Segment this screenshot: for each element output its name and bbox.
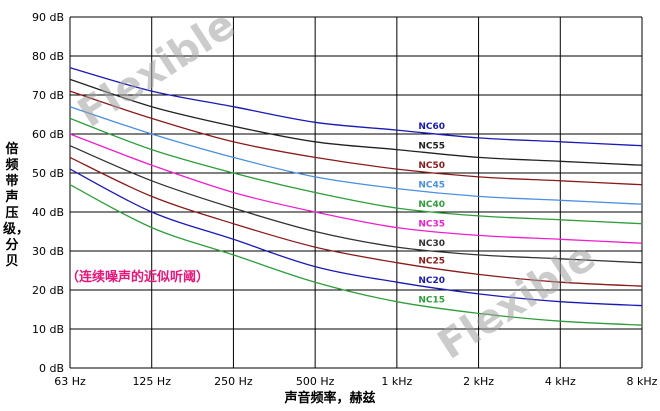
series-line-nc25 bbox=[69, 156, 643, 287]
y-tick-label: 20 dB bbox=[32, 284, 64, 297]
series-label-nc35: NC35 bbox=[418, 220, 445, 230]
series-label-nc30: NC30 bbox=[418, 239, 445, 249]
series-line-nc50 bbox=[69, 90, 643, 186]
y-tick-label: 50 dB bbox=[32, 167, 64, 180]
y-tick-label: 60 dB bbox=[32, 128, 64, 141]
x-tick-label: 2 kHz bbox=[463, 375, 494, 388]
x-tick-label: 8 kHz bbox=[627, 375, 658, 388]
x-tick-label: 500 Hz bbox=[296, 375, 335, 388]
series-label-nc55: NC55 bbox=[418, 142, 445, 152]
y-tick-label: 70 dB bbox=[32, 89, 64, 102]
series-line-nc45 bbox=[69, 106, 643, 205]
series-label-nc60: NC60 bbox=[418, 122, 445, 132]
plot-area bbox=[70, 17, 642, 368]
series-label-nc15: NC15 bbox=[418, 296, 445, 306]
series-line-nc60 bbox=[69, 67, 643, 147]
series-label-nc50: NC50 bbox=[418, 161, 445, 171]
series-label-nc25: NC25 bbox=[418, 257, 445, 267]
series-line-nc30 bbox=[69, 145, 643, 264]
x-tick-label: 63 Hz bbox=[54, 375, 86, 388]
series-label-nc40: NC40 bbox=[418, 200, 445, 210]
series-label-nc45: NC45 bbox=[418, 181, 445, 191]
y-tick-label: 40 dB bbox=[32, 206, 64, 219]
x-tick-label: 250 Hz bbox=[214, 375, 253, 388]
hearing-threshold-note: （连续噪声的近似听阈） bbox=[66, 270, 210, 285]
x-tick-label: 125 Hz bbox=[132, 375, 171, 388]
y-tick-label: 10 dB bbox=[32, 323, 64, 336]
series-line-nc55 bbox=[69, 78, 643, 166]
y-tick-label: 90 dB bbox=[32, 11, 64, 24]
x-tick-label: 4 kHz bbox=[545, 375, 576, 388]
y-tick-label: 0 dB bbox=[39, 362, 64, 375]
series-line-nc40 bbox=[69, 117, 643, 225]
y-tick-label: 30 dB bbox=[32, 245, 64, 258]
y-axis-title: 倍频带声压级，分贝 bbox=[3, 142, 30, 269]
series-line-nc20 bbox=[69, 168, 643, 307]
x-axis-title: 声音频率，赫兹 bbox=[284, 391, 376, 406]
series-line-nc15 bbox=[69, 184, 643, 326]
x-tick-label: 1 kHz bbox=[381, 375, 412, 388]
series-label-nc20: NC20 bbox=[418, 276, 445, 286]
series-line-nc35 bbox=[69, 133, 643, 244]
y-tick-label: 80 dB bbox=[32, 50, 64, 63]
